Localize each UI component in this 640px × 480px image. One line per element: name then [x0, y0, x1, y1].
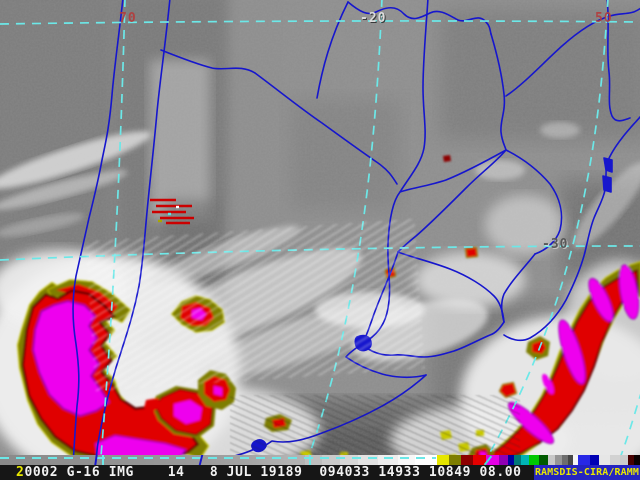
colorbar-segment-5 [499, 455, 508, 465]
uruguai-upper-river [505, 149, 563, 255]
coastal-bay-1 [603, 157, 613, 173]
longitude-label-70w: 70 [119, 11, 137, 26]
colorbar-segment-11 [548, 455, 555, 465]
andes-red-streaks [150, 198, 194, 225]
colorbar-segment-18 [599, 455, 610, 465]
paraguay-brazil-east-border [490, 33, 507, 151]
border-lines [72, 0, 640, 467]
latitude-label-30s: -30 [542, 237, 569, 252]
colorbar-segment-0 [437, 455, 449, 465]
brazil-coastal-river [606, 0, 631, 122]
uruguay-south-coast [361, 321, 505, 358]
colorbar-gray-ramp [0, 455, 437, 465]
meridian-70w [100, 0, 126, 457]
status-bar: 20002 G-16 IMG 14 8 JUL 19189 094033 149… [0, 465, 640, 480]
meridian-50w [487, 0, 609, 457]
paraguay-north-border [347, 1, 492, 35]
parallel-20s [0, 20, 640, 25]
colorbar-segment-7 [514, 455, 521, 465]
colorbar-segment-19 [610, 455, 620, 465]
rio-de-la-plata-south-shore [345, 343, 427, 379]
latitude-label-20s: -20 [360, 11, 387, 26]
paraguay-river [399, 0, 429, 193]
colorbar-segment-1 [449, 455, 461, 465]
longitude-label-50w: 50 [595, 11, 613, 26]
convection-layer [16, 155, 640, 466]
colorbar-segment-22 [634, 455, 640, 465]
image-info-text: 0002 G-16 IMG 14 8 JUL 19189 094033 1493… [24, 465, 522, 480]
colorbar-segment-3 [473, 455, 486, 465]
bolivia-paraguay-border [316, 1, 349, 99]
argentina-bolivia-border [160, 49, 256, 74]
status-text: 20002 G-16 IMG 14 8 JUL 19189 094033 149… [16, 466, 522, 480]
colorbar-segment-10 [539, 455, 548, 465]
meridian-60w [308, 0, 383, 457]
parallel-40s-dashes [0, 457, 436, 459]
chile-coastline [72, 0, 124, 467]
enhancement-colorbar [0, 455, 640, 465]
pilcomayo-border [254, 72, 398, 185]
colorbar-segment-12 [555, 455, 562, 465]
colorbar-segment-9 [529, 455, 539, 465]
chile-argentina-border [95, 0, 171, 467]
parana-delta [354, 334, 372, 352]
brazil-atlantic-coast [503, 115, 640, 342]
colorbar-segment-2 [461, 455, 473, 465]
meridian-crossing-tick-60w [309, 455, 311, 465]
colorbar-segment-20 [620, 455, 628, 465]
colorbar-segment-21 [628, 455, 634, 465]
parana-river [361, 149, 507, 345]
colorbar-segment-8 [521, 455, 529, 465]
colorbar-segment-17 [590, 455, 599, 465]
colorbar-segment-6 [508, 455, 514, 465]
credit-badge: RAMSDIS-CIRA/RAMM [533, 465, 640, 480]
colorbar-segment-15 [573, 455, 578, 465]
colorbar-segment-4 [486, 455, 499, 465]
colorbar-segment-13 [562, 455, 568, 465]
bahia-blanca [251, 439, 267, 453]
coastal-bay-2 [602, 175, 612, 193]
uruguay-river-border [397, 149, 507, 253]
credit-text: RAMSDIS-CIRA/RAMM [534, 467, 639, 478]
brazil-interior-river [505, 7, 640, 97]
colorbar-segment-14 [568, 455, 573, 465]
colorbar-segment-16 [578, 455, 590, 465]
meridian-crossing-tick-70w [102, 455, 104, 465]
uruguay-north-border [397, 251, 505, 323]
frame-counter: 2 [16, 465, 25, 480]
